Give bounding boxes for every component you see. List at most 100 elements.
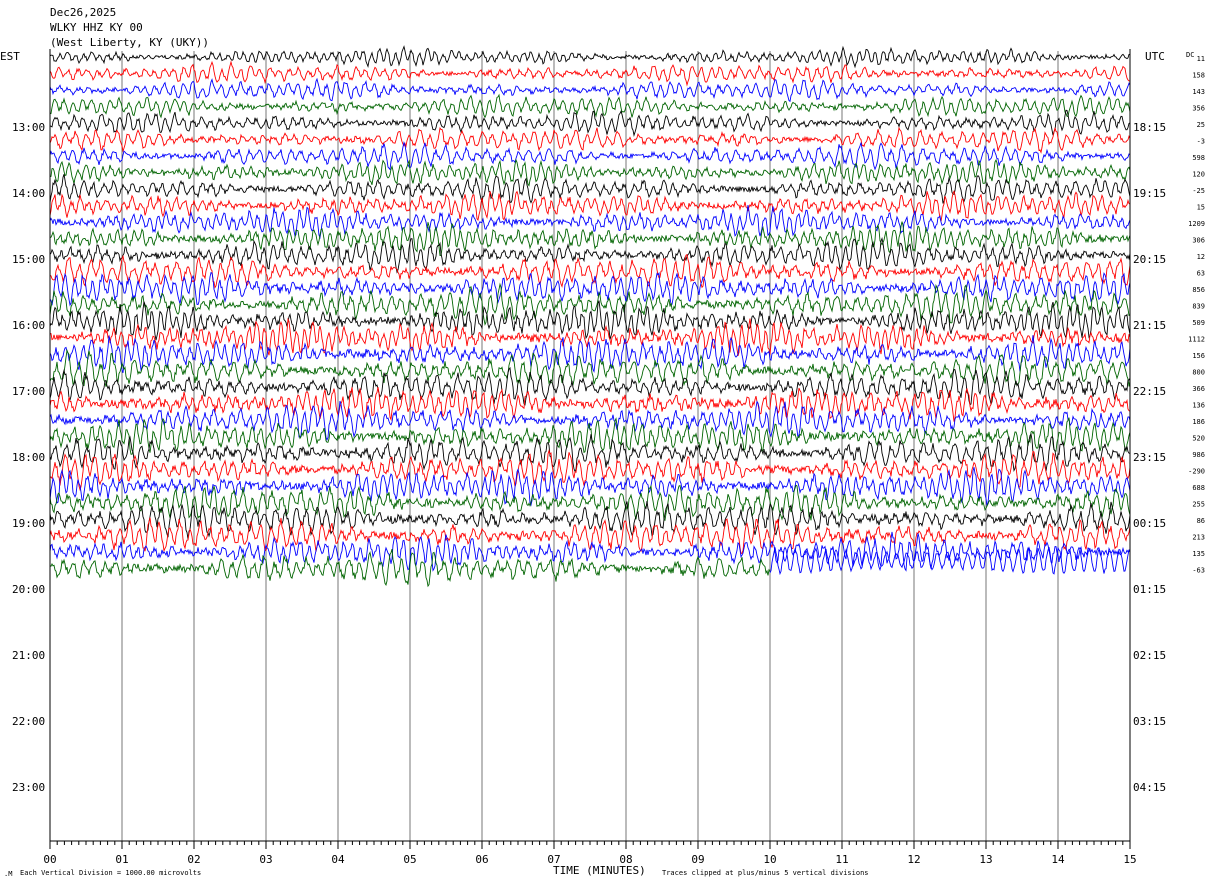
trace-row-27 <box>49 467 1131 507</box>
x-tick-label: 09 <box>691 853 704 866</box>
est-hour-label: 22:00 <box>12 715 45 728</box>
dc-offset-label: -63 <box>1192 567 1205 575</box>
dc-offset-label: 86 <box>1197 517 1205 525</box>
dc-offset-label: 800 <box>1192 369 1205 377</box>
dc-offset-label: 213 <box>1192 534 1205 542</box>
x-tick-label: 04 <box>331 853 345 866</box>
x-tick-label: 12 <box>907 853 920 866</box>
dc-offset-label: 255 <box>1192 501 1205 509</box>
est-hour-label: 15:00 <box>12 253 45 266</box>
dc-offset-label: 1112 <box>1188 336 1205 344</box>
trace-row-17 <box>49 300 1131 341</box>
est-hour-label: 17:00 <box>12 385 45 398</box>
x-tick-label: 07 <box>547 853 560 866</box>
dc-offset-label: 136 <box>1192 402 1205 410</box>
trace-row-24 <box>49 417 1131 455</box>
dc-offset-label: 306 <box>1192 237 1205 245</box>
dc-offset-label: 15 <box>1197 204 1205 212</box>
est-hour-label: 23:00 <box>12 781 45 794</box>
utc-hour-label: 20:15 <box>1133 253 1166 266</box>
seismic-traces <box>49 45 1131 588</box>
trace-row-9 <box>49 174 1131 204</box>
est-hour-label: 21:00 <box>12 649 45 662</box>
x-tick-label: 13 <box>979 853 992 866</box>
utc-hour-label: 00:15 <box>1133 517 1166 530</box>
trace-row-12 <box>49 221 1131 256</box>
x-tick-label: 02 <box>187 853 200 866</box>
dc-header-label: DC <box>1186 51 1194 59</box>
trace-row-6 <box>49 126 1131 154</box>
dc-offset-label: 143 <box>1192 88 1205 96</box>
footer-scale-note: Each Vertical Division = 1000.00 microvo… <box>20 869 201 877</box>
trace-row-31 <box>49 531 1131 572</box>
location-label: (West Liberty, KY (UKY)) <box>50 36 209 49</box>
trace-row-22 <box>49 387 1131 422</box>
dc-offset-label: -25 <box>1192 187 1205 195</box>
x-tick-label: 03 <box>259 853 272 866</box>
trace-row-28 <box>49 484 1131 522</box>
x-tick-label: 00 <box>43 853 56 866</box>
dc-offset-label: 158 <box>1192 72 1205 80</box>
utc-hour-labels: 18:15 19:15 20:15 21:15 22:15 23:15 00:15 01:15… <box>1133 121 1166 794</box>
dc-offset-label: 63 <box>1197 270 1205 278</box>
trace-row-32 <box>49 548 771 588</box>
dc-offset-label: 839 <box>1192 303 1205 311</box>
dc-offset-label: 856 <box>1192 286 1205 294</box>
dc-offset-labels: 11 158 143 356 25 -3 598 120 -25 15 1209 306 12 63 856… <box>1188 55 1205 575</box>
scale-icon: .M <box>4 870 12 878</box>
trace-row-13 <box>49 237 1131 274</box>
est-axis-label: EST <box>0 50 20 63</box>
dc-offset-label: 120 <box>1192 171 1205 179</box>
trace-row-20 <box>49 348 1131 387</box>
dc-offset-label: 986 <box>1192 451 1205 459</box>
trace-row-8 <box>49 158 1131 187</box>
dc-offset-label: 1209 <box>1188 220 1205 228</box>
trace-row-7 <box>49 140 1131 171</box>
est-hour-label: 18:00 <box>12 451 45 464</box>
trace-row-3 <box>49 77 1131 103</box>
dc-offset-label: 356 <box>1192 105 1205 113</box>
trace-row-15 <box>49 271 1131 307</box>
dc-offset-label: 598 <box>1192 154 1205 162</box>
dc-offset-label: 25 <box>1197 121 1205 129</box>
x-tick-label: 11 <box>835 853 848 866</box>
utc-hour-label: 23:15 <box>1133 451 1166 464</box>
utc-axis-label: UTC <box>1145 50 1165 63</box>
trace-row-2 <box>49 60 1130 87</box>
utc-hour-label: 02:15 <box>1133 649 1166 662</box>
trace-row-continuation <box>769 546 1130 576</box>
est-hour-label: 20:00 <box>12 583 45 596</box>
x-tick-label: 15 <box>1123 853 1136 866</box>
trace-row-4 <box>49 93 1131 119</box>
est-hour-labels: 13:00 14:00 15:00 16:00 17:00 18:00 19:00 20:00… <box>12 121 45 794</box>
dc-offset-label: 520 <box>1192 435 1205 443</box>
date-label: Dec26,2025 <box>50 6 116 19</box>
trace-row-16 <box>49 282 1131 326</box>
dc-offset-label: 156 <box>1192 352 1205 360</box>
dc-offset-label: 11 <box>1197 55 1205 63</box>
trace-row-1 <box>49 45 1131 69</box>
x-tick-label: 08 <box>619 853 632 866</box>
dc-offset-label: 12 <box>1197 253 1205 261</box>
trace-row-19 <box>49 335 1131 374</box>
x-tick-label: 06 <box>475 853 488 866</box>
est-hour-label: 13:00 <box>12 121 45 134</box>
x-tick-label: 05 <box>403 853 416 866</box>
utc-hour-label: 19:15 <box>1133 187 1166 200</box>
dc-offset-label: 366 <box>1192 385 1205 393</box>
x-axis-ticks: 00 01 02 03 04 05 06 07 08 09 10 11 12 13 14 15 <box>43 841 1137 866</box>
est-hour-label: 14:00 <box>12 187 45 200</box>
x-axis-title: TIME (MINUTES) <box>553 864 646 877</box>
dc-offset-label: 186 <box>1192 418 1205 426</box>
footer-clip-note: Traces clipped at plus/minus 5 vertical … <box>662 869 869 877</box>
dc-offset-label: -290 <box>1188 468 1205 476</box>
trace-row-5 <box>49 109 1131 137</box>
utc-hour-label: 21:15 <box>1133 319 1166 332</box>
trace-row-25 <box>49 432 1130 473</box>
dc-offset-label: 688 <box>1192 484 1205 492</box>
utc-hour-label: 01:15 <box>1133 583 1166 596</box>
x-tick-label: 01 <box>115 853 128 866</box>
trace-row-11 <box>49 205 1131 240</box>
utc-hour-label: 03:15 <box>1133 715 1166 728</box>
